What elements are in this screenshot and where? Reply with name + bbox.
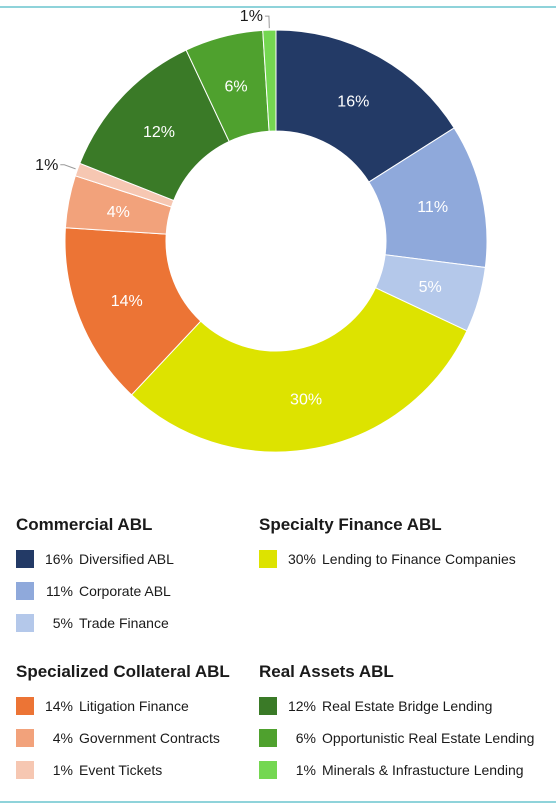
legend-label: Government Contracts <box>79 730 220 746</box>
legend-group-specialized-collateral-abl: Specialized Collateral ABL 14% Litigatio… <box>16 662 230 786</box>
legend-item-opportunistic-real-estate-lending: 6% Opportunistic Real Estate Lending <box>259 722 534 754</box>
legend-swatch <box>16 614 34 632</box>
legend-label: Litigation Finance <box>79 698 189 714</box>
legend-item-litigation-finance: 14% Litigation Finance <box>16 690 230 722</box>
legend-swatch <box>16 761 34 779</box>
legend-label: Opportunistic Real Estate Lending <box>322 730 535 746</box>
legend-item-trade-finance: 5% Trade Finance <box>16 607 174 639</box>
slice-label-diversified-abl: 16% <box>337 93 369 110</box>
legend-swatch <box>16 729 34 747</box>
legend-group-title: Specialized Collateral ABL <box>16 662 230 681</box>
legend-percent: 12% <box>287 698 316 714</box>
legend-swatch <box>259 729 277 747</box>
slice-label-corporate-abl: 11% <box>417 199 448 216</box>
slice-diversified-abl <box>275 29 455 183</box>
slice-label-lending-to-finance-companies: 30% <box>290 392 322 409</box>
legend-group-title: Real Assets ABL <box>259 662 394 681</box>
legend-item-government-contracts: 4% Government Contracts <box>16 722 230 754</box>
slice-label-trade-finance: 5% <box>419 279 442 296</box>
slice-label-minerals-infrastucture-lending: 1% <box>240 8 263 25</box>
slice-lending-to-finance-companies <box>130 287 468 453</box>
top-divider <box>0 6 556 8</box>
legend-percent: 5% <box>52 615 73 631</box>
legend-percent: 30% <box>287 551 316 567</box>
legend-label: Lending to Finance Companies <box>322 551 516 567</box>
legend-percent: 1% <box>52 762 73 778</box>
leader-line-event-tickets <box>60 164 76 170</box>
legend-group-commercial-abl: Commercial ABL 16% Diversified ABL 11% C… <box>16 515 174 639</box>
legend-swatch <box>259 697 277 715</box>
legend-label: Event Tickets <box>79 762 163 778</box>
legend-label: Real Estate Bridge Lending <box>322 698 493 714</box>
legend-percent: 16% <box>44 551 73 567</box>
legend-percent: 6% <box>295 730 316 746</box>
legend-item-real-estate-bridge-lending: 12% Real Estate Bridge Lending <box>259 690 534 722</box>
slice-label-event-tickets: 1% <box>35 157 58 174</box>
donut-slice-labels: 16% 11% 5% 30% 14% 4% 1% 12% 6% 1% <box>35 8 448 409</box>
legend-swatch <box>16 697 34 715</box>
legend-label: Trade Finance <box>79 615 169 631</box>
legend-item-diversified-abl: 16% Diversified ABL <box>16 543 174 575</box>
legend-item-minerals-infrastructure-lending: 1% Minerals & Infrastucture Lending <box>259 754 534 786</box>
legend-label: Corporate ABL <box>79 583 171 599</box>
legend-item-lending-to-finance-companies: 30% Lending to Finance Companies <box>259 543 516 575</box>
slice-label-litigation-finance: 14% <box>111 293 143 310</box>
leader-line-minerals-infrastucture-lending <box>264 15 270 29</box>
legend-swatch <box>16 582 34 600</box>
slice-label-opportunistic-real-estate-lending: 6% <box>225 79 248 96</box>
legend-swatch <box>16 550 34 568</box>
legend-label: Diversified ABL <box>79 551 174 567</box>
slice-label-real-estate-bridge-lending: 12% <box>143 124 175 141</box>
bottom-divider <box>0 801 556 803</box>
legend-label: Minerals & Infrastucture Lending <box>322 762 524 778</box>
slice-label-government-contracts: 4% <box>107 204 130 221</box>
legend-group-title: Specialty Finance ABL <box>259 515 442 534</box>
legend-percent: 4% <box>52 730 73 746</box>
slice-minerals-infrastucture-lending <box>262 29 277 132</box>
legend-swatch <box>259 761 277 779</box>
legend-group-specialty-finance-abl: Specialty Finance ABL 30% Lending to Fin… <box>259 515 516 575</box>
legend-group-title: Commercial ABL <box>16 515 153 534</box>
legend-percent: 14% <box>44 698 73 714</box>
legend-item-event-tickets: 1% Event Tickets <box>16 754 230 786</box>
legend-group-real-assets-abl: Real Assets ABL 12% Real Estate Bridge L… <box>259 662 534 786</box>
legend-percent: 11% <box>46 583 73 599</box>
donut-slices <box>64 29 488 453</box>
legend-swatch <box>259 550 277 568</box>
donut-chart: 16% 11% 5% 30% 14% 4% 1% 12% 6% 1% <box>35 8 488 453</box>
legend-item-corporate-abl: 11% Corporate ABL <box>16 575 174 607</box>
legend-percent: 1% <box>295 762 316 778</box>
